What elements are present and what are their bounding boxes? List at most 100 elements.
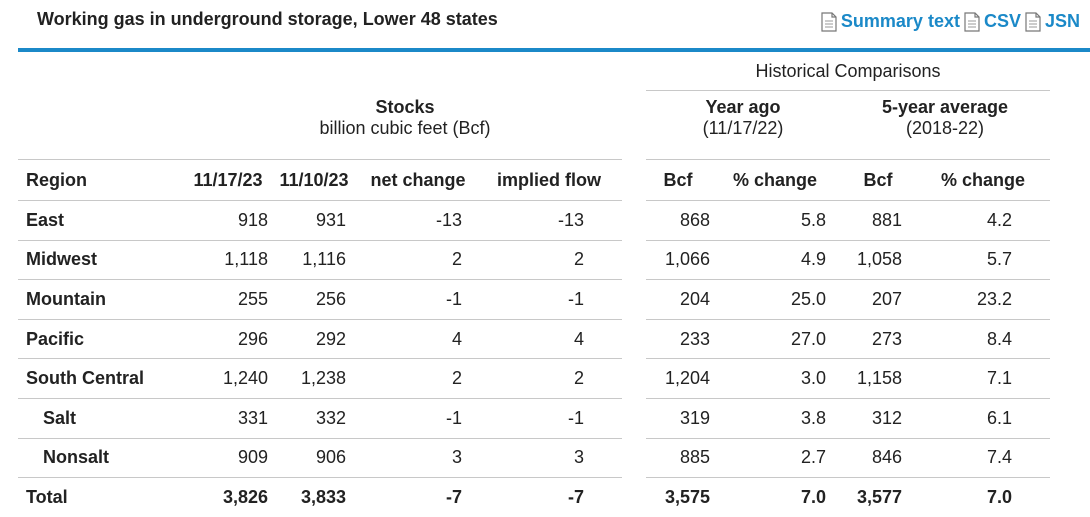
header-divider (18, 48, 1090, 52)
stocks-unit: billion cubic feet (Bcf) (319, 117, 491, 138)
row-region-label: Total (26, 486, 68, 507)
json-label: JSN (1044, 11, 1080, 31)
table-row: South Central 1,240 1,238 2 2 1,204 3.0 1,158 7.… (18, 358, 1050, 399)
document-icon (1025, 11, 1041, 32)
cell-year-ago-bcf: 204 (646, 279, 710, 320)
row-region-label: South Central (18, 358, 188, 399)
cell-stocks-current: 296 (188, 319, 268, 360)
five-year-range: (2018-22) (905, 118, 985, 138)
cell-five-year-bcf: 1,058 (840, 240, 916, 281)
cell-stocks-previous: 292 (268, 319, 360, 360)
cell-year-ago-pct: 25.0 (710, 279, 840, 320)
cell-year-ago-bcf: 319 (646, 398, 710, 439)
cell-five-year-pct: 5.7 (916, 240, 1050, 281)
summary-text-link[interactable]: Summary text (821, 11, 960, 32)
year-ago-label: Year ago (705, 97, 781, 117)
cell-stocks-current: 1,240 (188, 358, 268, 399)
cell-five-year-pct: 7.1 (916, 358, 1050, 399)
cell-implied-flow: -1 (476, 398, 622, 439)
cell-year-ago-bcf: 868 (646, 200, 710, 241)
table-row: Total 3,826 3,833 -7 -7 3,575 7.0 3,577 7.0 (18, 478, 1050, 517)
column-header-five-year-bcf: Bcf (840, 159, 916, 201)
cell-implied-flow: 2 (476, 240, 622, 281)
cell-year-ago-pct: 27.0 (710, 319, 840, 360)
cell-five-year-pct: 7.0 (986, 486, 1012, 507)
cell-five-year-bcf: 846 (840, 438, 916, 479)
row-region-label: Pacific (18, 319, 188, 360)
cell-stocks-previous: 1,116 (268, 240, 360, 281)
table-row: Pacific 296 292 4 4 233 27.0 273 8.4 (18, 319, 1050, 360)
cell-implied-flow: 2 (476, 358, 622, 399)
cell-stocks-current: 331 (188, 398, 268, 439)
cell-stocks-current: 3,826 (222, 486, 268, 507)
cell-net-change: 3 (360, 438, 476, 479)
cell-stocks-current: 255 (188, 279, 268, 320)
cell-net-change: -13 (360, 200, 476, 241)
cell-year-ago-bcf: 885 (646, 438, 710, 479)
cell-stocks-current: 1,118 (188, 240, 268, 281)
row-region-label: Mountain (18, 279, 188, 320)
cell-year-ago-pct: 3.8 (710, 398, 840, 439)
cell-implied-flow: -13 (476, 200, 622, 241)
cell-stocks-current: 909 (188, 438, 268, 479)
cell-year-ago-bcf: 3,575 (664, 486, 710, 507)
json-link[interactable]: JSN (1025, 11, 1080, 32)
cell-net-change: -1 (360, 279, 476, 320)
cell-five-year-bcf: 312 (840, 398, 916, 439)
cell-year-ago-pct: 7.0 (800, 486, 826, 507)
cell-five-year-pct: 23.2 (916, 279, 1050, 320)
stocks-label: Stocks (375, 96, 435, 117)
cell-five-year-bcf: 3,577 (856, 486, 902, 507)
cell-five-year-bcf: 881 (840, 200, 916, 241)
column-header-stocks-previous: 11/10/23 (268, 159, 360, 201)
cell-stocks-previous: 256 (268, 279, 360, 320)
column-header-net-change: net change (360, 159, 476, 201)
csv-label: CSV (983, 11, 1021, 31)
cell-five-year-bcf: 273 (840, 319, 916, 360)
cell-five-year-pct: 6.1 (916, 398, 1050, 439)
cell-year-ago-bcf: 1,204 (646, 358, 710, 399)
cell-year-ago-pct: 3.0 (710, 358, 840, 399)
document-icon (964, 11, 980, 32)
column-header-implied-flow: implied flow (476, 159, 622, 201)
cell-five-year-pct: 8.4 (916, 319, 1050, 360)
five-year-label: 5-year average (881, 97, 1009, 117)
cell-implied-flow: 4 (476, 319, 622, 360)
row-region-label: Nonsalt (18, 438, 188, 479)
column-header-year-ago-pct: % change (710, 159, 840, 201)
cell-year-ago-pct: 2.7 (710, 438, 840, 479)
cell-five-year-pct: 7.4 (916, 438, 1050, 479)
cell-net-change: -1 (360, 398, 476, 439)
csv-link[interactable]: CSV (964, 11, 1021, 32)
column-header-stocks-current: 11/17/23 (188, 159, 268, 201)
column-header-region: Region (18, 159, 188, 201)
cell-stocks-previous: 906 (268, 438, 360, 479)
document-icon (821, 11, 837, 32)
cell-five-year-pct: 4.2 (916, 200, 1050, 241)
cell-year-ago-bcf: 1,066 (646, 240, 710, 281)
table-row: East 918 931 -13 -13 868 5.8 881 4.2 (18, 200, 1050, 241)
table-row: Salt 331 332 -1 -1 319 3.8 312 6.1 (18, 398, 1050, 439)
cell-stocks-previous: 1,238 (268, 358, 360, 399)
cell-five-year-bcf: 1,158 (840, 358, 916, 399)
cell-year-ago-pct: 5.8 (710, 200, 840, 241)
historical-comparisons-header: Historical Comparisons (646, 52, 1050, 91)
page-title: Working gas in underground storage, Lowe… (37, 9, 498, 29)
storage-table: Historical Comparisons Stocks billion cu… (18, 52, 1050, 517)
cell-implied-flow: -1 (476, 279, 622, 320)
cell-stocks-current: 918 (188, 200, 268, 241)
year-ago-date: (11/17/22) (702, 118, 784, 138)
five-year-header: 5-year average (2018-22) (840, 91, 1050, 160)
cell-net-change: -7 (445, 486, 462, 507)
column-header-year-ago-bcf: Bcf (646, 159, 710, 201)
cell-net-change: 4 (360, 319, 476, 360)
table-row: Mountain 255 256 -1 -1 204 25.0 207 23.2 (18, 279, 1050, 320)
stocks-header: Stocks billion cubic feet (Bcf) (188, 91, 622, 160)
cell-year-ago-bcf: 233 (646, 319, 710, 360)
cell-stocks-previous: 332 (268, 398, 360, 439)
cell-net-change: 2 (360, 240, 476, 281)
cell-stocks-previous: 3,833 (300, 486, 346, 507)
cell-implied-flow: 3 (476, 438, 622, 479)
cell-five-year-bcf: 207 (840, 279, 916, 320)
cell-year-ago-pct: 4.9 (710, 240, 840, 281)
